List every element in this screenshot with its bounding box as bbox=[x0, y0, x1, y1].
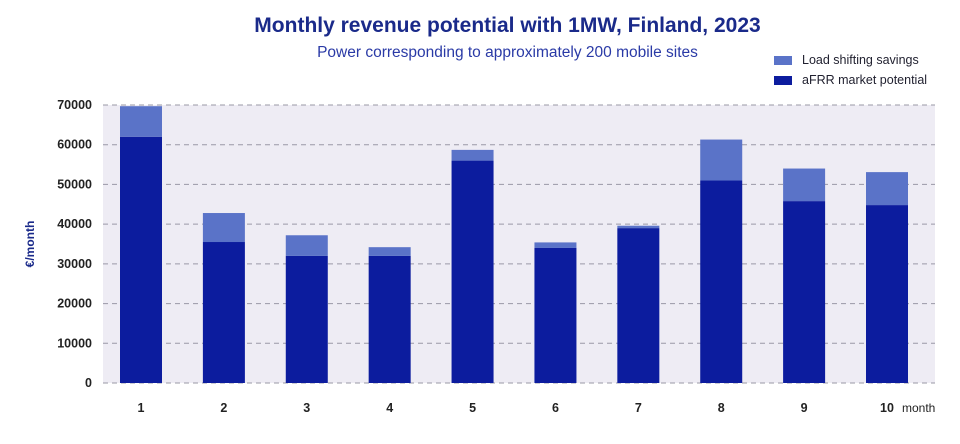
x-tick-label: 8 bbox=[718, 401, 725, 415]
x-tick-label: 4 bbox=[386, 401, 393, 415]
x-tick-label: 2 bbox=[220, 401, 227, 415]
bar-load-shifting bbox=[120, 106, 162, 137]
x-tick-label: 9 bbox=[801, 401, 808, 415]
bar-load-shifting bbox=[534, 242, 577, 248]
bar-load-shifting bbox=[617, 225, 660, 229]
y-tick-label: 30000 bbox=[57, 257, 92, 271]
y-tick-label: 0 bbox=[85, 376, 92, 390]
y-tick-label: 20000 bbox=[57, 297, 92, 311]
y-tick-label: 60000 bbox=[57, 138, 92, 152]
x-tick-label: 5 bbox=[469, 401, 476, 415]
x-tick-label: 1 bbox=[138, 401, 145, 415]
legend-swatch-load-shifting bbox=[774, 55, 792, 65]
legend-item-afrr: aFRR market potential bbox=[774, 70, 927, 90]
chart-title: Monthly revenue potential with 1MW, Finl… bbox=[254, 14, 761, 37]
legend: Load shifting savings aFRR market potent… bbox=[774, 50, 927, 90]
bar-load-shifting bbox=[285, 235, 328, 256]
bar-afrr bbox=[202, 242, 245, 383]
legend-item-load-shifting: Load shifting savings bbox=[774, 50, 927, 70]
bar-load-shifting bbox=[783, 168, 826, 202]
legend-swatch-afrr bbox=[774, 75, 792, 85]
bar-afrr bbox=[866, 205, 908, 383]
bar-load-shifting bbox=[866, 172, 908, 206]
bar-afrr bbox=[783, 201, 826, 383]
x-axis-label: month bbox=[902, 401, 935, 415]
bar-afrr bbox=[451, 160, 494, 383]
bar-afrr bbox=[700, 180, 743, 383]
y-tick-label: 70000 bbox=[57, 98, 92, 112]
bar-afrr bbox=[285, 255, 328, 383]
x-tick-label: 6 bbox=[552, 401, 559, 415]
bar-load-shifting bbox=[700, 139, 743, 181]
bar-load-shifting bbox=[368, 247, 411, 256]
y-axis-label: €/month bbox=[23, 221, 37, 268]
y-tick-label: 10000 bbox=[57, 336, 92, 350]
bar-afrr bbox=[534, 247, 577, 383]
x-tick-label: 7 bbox=[635, 401, 642, 415]
legend-label-afrr: aFRR market potential bbox=[802, 73, 928, 87]
chart-subtitle: Power corresponding to approximately 200… bbox=[317, 44, 698, 61]
bar-afrr bbox=[368, 255, 411, 383]
y-tick-label: 50000 bbox=[57, 177, 92, 191]
x-tick-label: 3 bbox=[303, 401, 310, 415]
legend-label-load-shifting: Load shifting savings bbox=[802, 53, 919, 67]
bar-load-shifting bbox=[202, 213, 245, 243]
bar-load-shifting bbox=[451, 149, 494, 161]
bar-afrr bbox=[617, 228, 660, 383]
y-tick-label: 40000 bbox=[57, 217, 92, 231]
bar-afrr bbox=[120, 136, 162, 383]
x-tick-label: 10 bbox=[880, 401, 894, 415]
